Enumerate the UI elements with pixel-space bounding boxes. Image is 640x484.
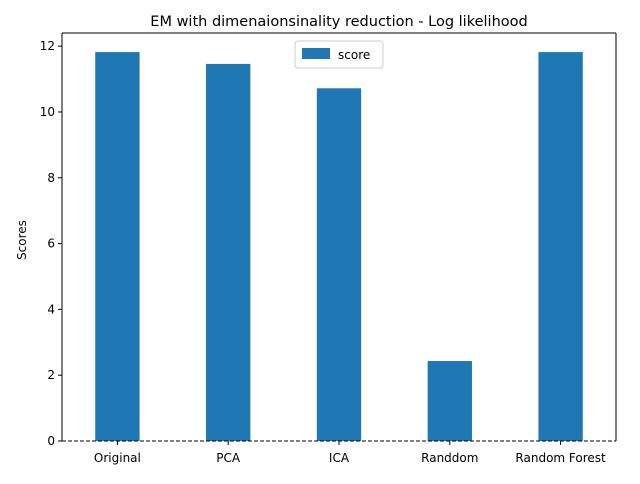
x-tick-label: Random Forest: [515, 451, 606, 465]
y-tick-label: 12: [40, 39, 55, 53]
x-tick-label: PCA: [216, 451, 241, 465]
bar-original: [95, 52, 140, 442]
y-tick-label: 4: [47, 302, 55, 316]
legend-frame: [294, 40, 384, 69]
legend-label: score: [338, 48, 370, 62]
y-axis-label: Scores: [15, 220, 29, 260]
y-tick-label: 6: [47, 237, 55, 251]
x-tick-label: Randdom: [421, 451, 478, 465]
y-tick-label: 8: [47, 171, 55, 185]
plot-area: 0 2 4 6 8 10 12 Original PCA ICA Randdom Random For…: [40, 32, 617, 465]
bar-random-forest: [538, 52, 583, 442]
chart-title: EM with dimenaionsinality reduction - Lo…: [150, 14, 527, 30]
legend: score: [294, 40, 384, 69]
bar-ica: [316, 88, 362, 442]
y-tick-label: 0: [47, 434, 55, 448]
bar-pca: [206, 63, 251, 442]
y-tick-label: 2: [47, 368, 55, 382]
legend-swatch: [302, 48, 330, 59]
x-tick-label: Original: [94, 451, 141, 465]
x-tick-label: ICA: [329, 451, 350, 465]
y-tick-label: 10: [40, 105, 55, 119]
bar-randdom: [427, 361, 472, 441]
